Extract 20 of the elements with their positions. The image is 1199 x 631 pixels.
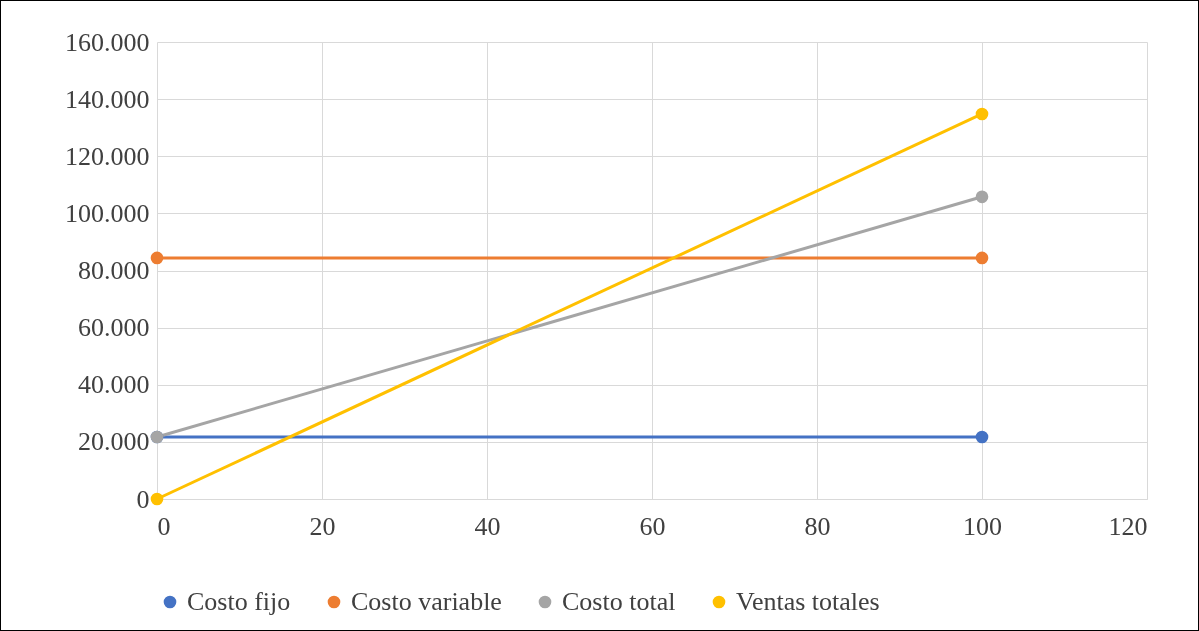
legend-label: Ventas totales — [736, 587, 880, 616]
y-tick-label: 140.000 — [65, 84, 150, 114]
y-tick-label: 100.000 — [65, 198, 150, 228]
x-tick-label: 120 — [1108, 511, 1148, 541]
x-tick-label: 60 — [639, 511, 666, 541]
x-tick-label: 80 — [804, 511, 831, 541]
y-tick-label: 160.000 — [65, 27, 150, 57]
legend-label: Costo fijo — [187, 587, 291, 616]
y-tick-label: 0 — [136, 484, 150, 514]
y-tick-label: 120.000 — [65, 141, 150, 171]
y-tick-label: 20.000 — [78, 427, 150, 457]
y-tick-label: 80.000 — [78, 256, 150, 285]
legend-label: Costo total — [562, 587, 676, 616]
x-tick-label: 20 — [309, 511, 336, 541]
y-tick-label: 40.000 — [78, 370, 150, 400]
y-tick-label: 60.000 — [78, 313, 150, 343]
legend-label: Costo variable — [351, 587, 502, 616]
x-tick-label: 100 — [963, 511, 1002, 541]
x-tick-label: 40 — [474, 511, 501, 541]
x-tick-label: 0 — [157, 511, 171, 541]
